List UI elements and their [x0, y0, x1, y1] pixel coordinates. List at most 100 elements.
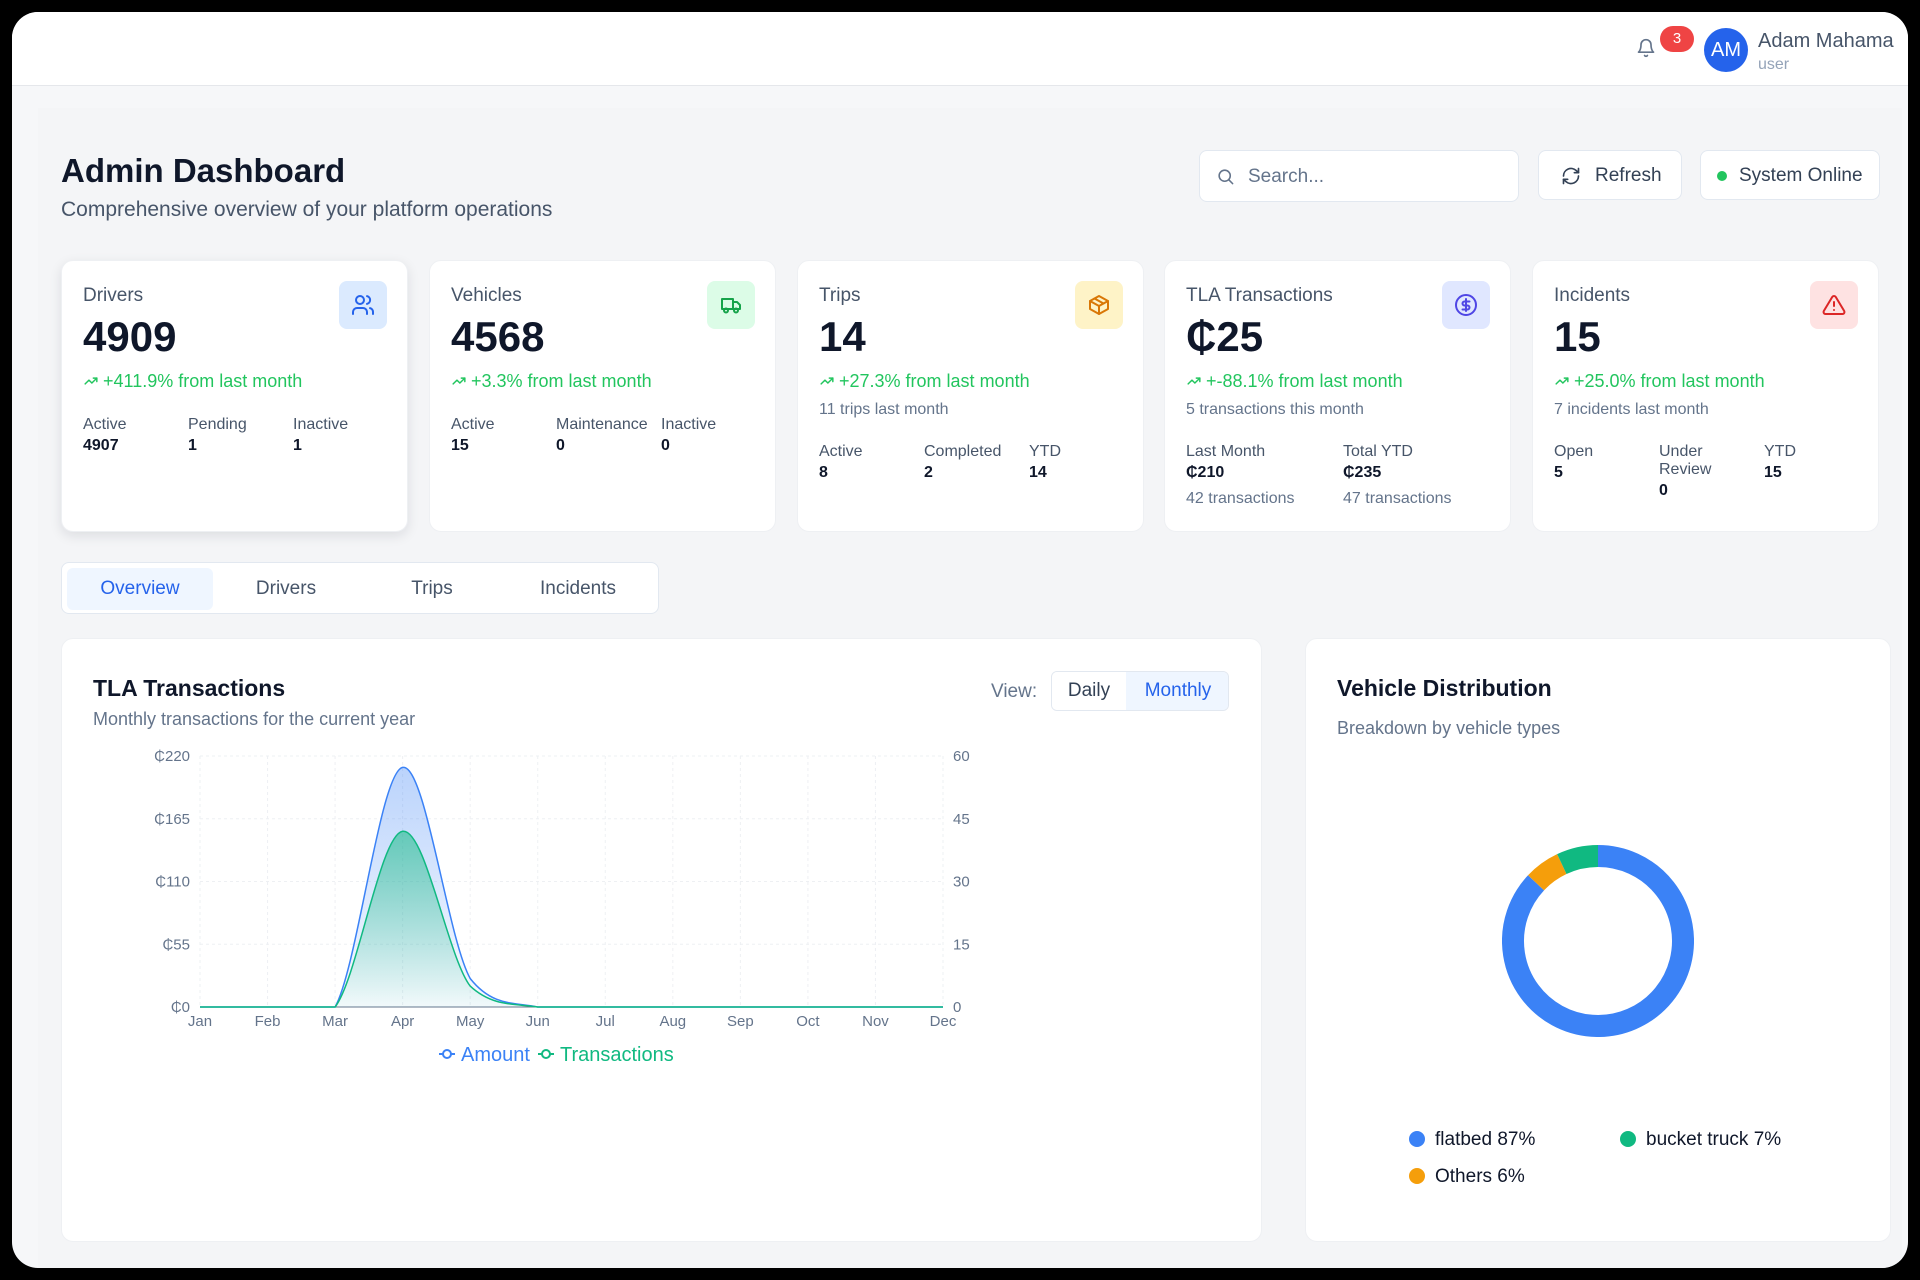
incidents-card[interactable]: Incidents 15 +25.0% from last month 7 in… — [1532, 260, 1879, 532]
top-bar: 3 AM Adam Mahama user — [12, 12, 1908, 86]
card-title: Drivers — [83, 285, 144, 306]
y-left-tick-label: ₵110 — [155, 874, 190, 891]
legend-flatbed: flatbed 87% — [1409, 1129, 1535, 1151]
tab-trips[interactable]: Trips — [411, 578, 453, 599]
stat-open: Open 5 — [1554, 443, 1594, 481]
tab-incidents[interactable]: Incidents — [539, 578, 617, 599]
notification-badge: 3 — [1660, 26, 1694, 52]
legend-marker-amount — [442, 1049, 452, 1059]
card-trend: +-88.1% from last month — [1186, 371, 1403, 392]
card-note: 7 incidents last month — [1554, 401, 1709, 418]
y-left-tick-label: ₵0 — [171, 999, 190, 1016]
stat-maintenance: Maintenance 0 — [556, 416, 648, 454]
user-name: Adam Mahama — [1758, 30, 1894, 52]
stat-last-month: Last Month ₵210 42 transactions — [1186, 443, 1295, 507]
stat-ytd: YTD 14 — [1029, 443, 1061, 481]
bell-icon — [1637, 38, 1655, 58]
card-note: 11 trips last month — [819, 401, 949, 418]
stat-active: Active 15 — [451, 416, 495, 454]
notifications-button[interactable]: 3 — [1626, 26, 1694, 68]
dollar-circle-icon — [1455, 294, 1477, 316]
donut-slice-others[interactable] — [1528, 854, 1567, 891]
card-value: 15 — [1554, 313, 1601, 360]
x-tick-label: Feb — [255, 1013, 281, 1030]
view-label: View: — [991, 681, 1038, 702]
y-right-tick-label: 45 — [953, 811, 970, 828]
y-left-tick-label: ₵165 — [154, 811, 190, 828]
stat-ytd: YTD 15 — [1764, 443, 1796, 481]
panel-subtitle: Breakdown by vehicle types — [1337, 718, 1561, 738]
user-role: user — [1758, 56, 1790, 73]
legend-swatch — [1409, 1131, 1425, 1147]
series-line-transactions — [200, 830, 943, 1008]
x-tick-label: Jun — [526, 1013, 550, 1030]
trending-up-icon — [452, 377, 466, 385]
users-icon — [352, 295, 375, 315]
donut-slice-bucket-truck[interactable] — [1557, 845, 1599, 875]
tab-overview[interactable]: Overview — [67, 568, 213, 610]
y-right-tick-label: 15 — [953, 936, 970, 953]
vehicle-donut-chart — [1502, 845, 1694, 1037]
search-input[interactable] — [1248, 161, 1508, 193]
x-tick-label: Jan — [188, 1013, 212, 1030]
donut-slice-flatbed[interactable] — [1502, 845, 1694, 1037]
tab-drivers[interactable]: Drivers — [255, 578, 317, 599]
legend-label-amount: Amount — [461, 1044, 530, 1066]
stat-inactive: Inactive 0 — [661, 416, 717, 454]
refresh-button[interactable]: Refresh — [1538, 150, 1682, 200]
x-tick-label: Nov — [862, 1013, 889, 1030]
card-trend: +25.0% from last month — [1554, 371, 1765, 392]
status-label: System Online — [1739, 165, 1863, 186]
x-tick-label: Jul — [596, 1013, 615, 1030]
series-area-amount — [200, 767, 943, 1007]
y-right-tick-label: 60 — [953, 748, 970, 765]
stat-inactive: Inactive 1 — [293, 416, 349, 454]
tla-transactions-card[interactable]: TLA Transactions ₵25 +-88.1% from last m… — [1164, 260, 1511, 532]
trips-card[interactable]: Trips 14 +27.3% from last month 11 trips… — [797, 260, 1144, 532]
legend-swatch — [1409, 1168, 1425, 1184]
x-tick-label: Dec — [930, 1013, 957, 1030]
card-title: Vehicles — [451, 285, 522, 306]
view-daily-option[interactable]: Daily — [1052, 672, 1126, 710]
truck-icon — [721, 298, 741, 314]
y-left-tick-label: ₵220 — [154, 748, 190, 765]
search-icon — [1218, 169, 1234, 185]
view-monthly-option[interactable]: Monthly — [1126, 672, 1228, 710]
avatar[interactable]: AM — [1704, 28, 1748, 72]
view-toggle: Daily Monthly — [1051, 671, 1229, 711]
main-content: Admin Dashboard Comprehensive overview o… — [38, 108, 1902, 1268]
stat-pending: Pending 1 — [188, 416, 247, 454]
card-icon — [707, 281, 755, 329]
stat-completed: Completed 2 — [924, 443, 1002, 481]
card-trend: +411.9% from last month — [83, 371, 302, 392]
series-line-amount — [200, 766, 943, 1008]
legend-swatch — [1620, 1131, 1636, 1147]
vehicle-distribution-panel: Vehicle Distribution Breakdown by vehicl… — [1305, 638, 1891, 1242]
card-trend: +3.3% from last month — [451, 371, 652, 392]
alert-triangle-icon — [1822, 294, 1846, 315]
trending-up-icon — [1187, 377, 1201, 385]
series-area-transactions — [200, 831, 943, 1007]
legend-label-transactions: Transactions — [560, 1044, 674, 1066]
x-tick-label: May — [456, 1013, 485, 1030]
card-value: 4568 — [451, 313, 545, 360]
drivers-card[interactable]: Drivers 4909 +411.9% from last month Act… — [61, 260, 408, 532]
trending-up-icon — [84, 377, 98, 385]
y-right-tick-label: 30 — [953, 874, 970, 891]
vehicles-card[interactable]: Vehicles 4568 +3.3% from last month Acti… — [429, 260, 776, 532]
legend-others: Others 6% — [1409, 1166, 1525, 1188]
y-right-tick-label: 0 — [953, 999, 961, 1016]
transactions-area-chart: ₵0 ₵55 ₵110 ₵165 ₵220 0 15 30 45 60 Jan Feb Mar Apr Ma… — [154, 748, 970, 1066]
stat-active: Active 4907 — [83, 416, 127, 454]
card-value: 4909 — [83, 313, 177, 360]
card-title: Trips — [819, 285, 861, 306]
legend-bucket-truck: bucket truck 7% — [1620, 1129, 1781, 1151]
page-subtitle: Comprehensive overview of your platform … — [61, 198, 553, 221]
x-tick-label: Aug — [659, 1013, 686, 1030]
status-dot — [1717, 171, 1727, 181]
system-status-button[interactable]: System Online — [1700, 150, 1880, 200]
panel-title: TLA Transactions — [93, 675, 286, 701]
tab-bar: Overview Drivers Trips Incidents — [61, 562, 659, 614]
search-box[interactable] — [1199, 150, 1519, 202]
stat-total-ytd: Total YTD ₵235 47 transactions — [1343, 443, 1452, 507]
